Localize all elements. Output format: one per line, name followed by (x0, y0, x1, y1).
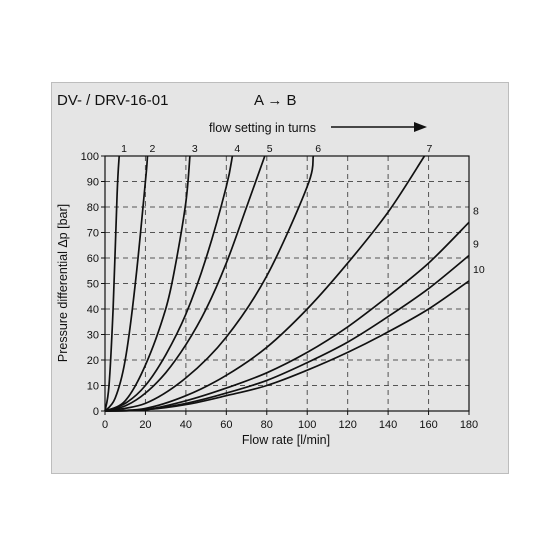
y-tick-label: 100 (81, 151, 99, 163)
x-tick-label: 140 (379, 419, 397, 431)
y-tick-label: 70 (87, 228, 99, 240)
x-tick-label: 100 (298, 419, 316, 431)
series-label-10: 10 (473, 264, 485, 276)
x-tick-label: 0 (102, 419, 108, 431)
series-line-10 (104, 280, 470, 412)
chart-title: DV- / DRV-16-01 (57, 92, 169, 109)
series-line-8 (104, 221, 470, 412)
series-line-2 (104, 155, 149, 412)
direction-arrow (331, 122, 427, 132)
series-label-2: 2 (149, 143, 155, 155)
series-labels: 1 2 3 4 5 6 7 8 9 10 (121, 143, 485, 276)
series-label-9: 9 (473, 238, 479, 250)
series-line-3 (104, 155, 191, 412)
y-tick-label: 10 (87, 381, 99, 393)
series-label-5: 5 (267, 143, 273, 155)
flow-direction-label: A → B (254, 92, 297, 109)
series-lines (104, 155, 470, 412)
y-tick-label: 30 (87, 330, 99, 342)
y-tick-label: 20 (87, 355, 99, 367)
series-line-1 (104, 155, 121, 412)
series-line-4 (104, 155, 234, 412)
series-line-6 (104, 155, 315, 412)
series-label-6: 6 (315, 143, 321, 155)
x-tick-label: 160 (419, 419, 437, 431)
tick-labels: 0 20 40 60 80 100 120 140 160 180 0 10 20 30 40 50 60 70 8… (81, 151, 479, 431)
x-tick-label: 20 (139, 419, 151, 431)
x-tick-label: 60 (220, 419, 232, 431)
series-line-5 (104, 155, 266, 412)
series-label-4: 4 (234, 143, 240, 155)
y-tick-label: 90 (87, 177, 99, 189)
x-axis-label: Flow rate [l/min] (242, 433, 330, 447)
series-line-9 (104, 254, 470, 412)
y-tick-label: 80 (87, 202, 99, 214)
series-label-8: 8 (473, 205, 479, 217)
x-tick-label: 180 (460, 419, 478, 431)
y-tick-label: 60 (87, 253, 99, 265)
series-line-7 (104, 155, 426, 412)
axes (101, 155, 470, 415)
y-tick-label: 50 (87, 279, 99, 291)
series-label-7: 7 (427, 143, 433, 155)
y-tick-label: 40 (87, 304, 99, 316)
x-tick-label: 40 (180, 419, 192, 431)
series-label-3: 3 (192, 143, 198, 155)
x-tick-label: 120 (338, 419, 356, 431)
top-annotation: flow setting in turns (209, 121, 316, 135)
y-tick-label: 0 (93, 406, 99, 418)
y-axis-label: Pressure differential Δp [bar] (56, 204, 70, 362)
series-label-1: 1 (121, 143, 127, 155)
x-tick-label: 80 (261, 419, 273, 431)
